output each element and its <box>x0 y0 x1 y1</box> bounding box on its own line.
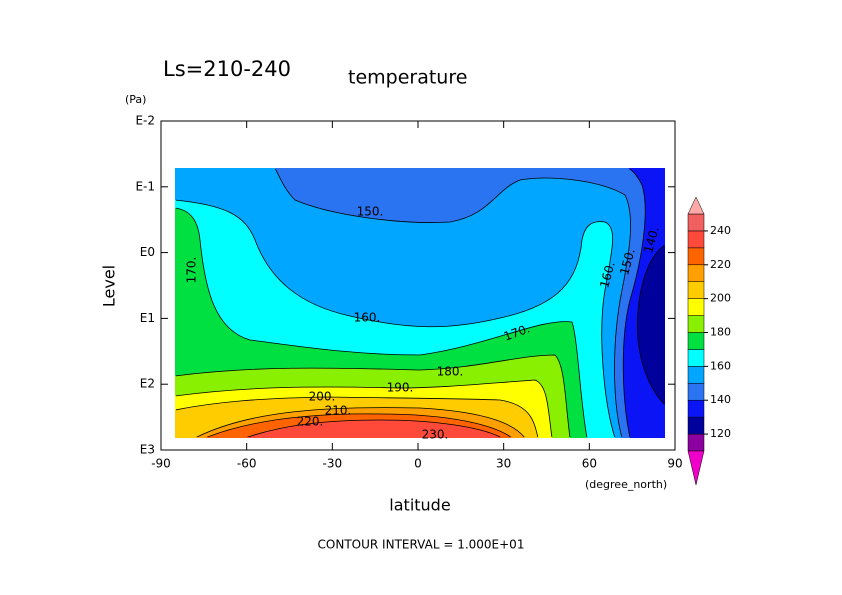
x-tick-label: 90 <box>667 457 682 471</box>
contour-fill: 150.160.170.170.180.190.200.210.220.230.… <box>175 168 665 442</box>
contour-label: 200. <box>309 390 336 404</box>
colorbar-tick-label: 200 <box>710 292 731 305</box>
x-tick-label: -30 <box>323 457 343 471</box>
colorbar-box <box>687 213 705 232</box>
y-axis-label: Level <box>100 265 119 307</box>
y-tick-label: E3 <box>140 443 155 457</box>
colorbar-tick-label: 120 <box>710 427 731 440</box>
contour-line <box>637 245 664 405</box>
y-tick-label: E1 <box>140 311 155 325</box>
colorbar-box <box>687 332 705 350</box>
colorbar-tick-label: 240 <box>710 224 731 237</box>
x-tick-label: 0 <box>414 457 422 471</box>
colorbar-box <box>687 399 705 418</box>
contour-line <box>176 396 539 437</box>
contour-line <box>246 419 501 437</box>
chart-title: Ls=210-240 <box>163 57 291 81</box>
colorbar-box <box>687 433 705 452</box>
colorbar-box <box>687 383 705 401</box>
x-tick-label: -60 <box>237 457 257 471</box>
contour-label: 140. <box>641 225 661 254</box>
x-tick-label: -90 <box>151 457 171 471</box>
contour-line <box>206 413 512 437</box>
y-units: (Pa) <box>125 93 146 106</box>
colorbar-box <box>687 298 705 316</box>
colorbar-box <box>687 416 705 435</box>
colorbar-box <box>687 349 705 367</box>
chart-subtitle: temperature <box>348 67 467 89</box>
colorbar-box <box>687 315 705 333</box>
contour-label: 220. <box>297 415 324 429</box>
colorbar-box <box>687 230 705 249</box>
y-tick-label: E-2 <box>135 114 155 128</box>
contour-label: 180. <box>437 365 464 379</box>
contour-label: 150. <box>357 205 384 219</box>
contour-label: 150. <box>617 247 637 276</box>
colorbar-box <box>687 366 705 384</box>
contour-line <box>176 207 588 437</box>
contour-label: 210. <box>325 404 352 418</box>
colorbar-under <box>687 450 705 486</box>
contour-label: 160. <box>354 311 381 325</box>
contour-line <box>176 379 553 437</box>
contour-line <box>176 199 616 437</box>
contour-label: 160. <box>597 260 617 289</box>
footer: CONTOUR INTERVAL = 1.000E+01 <box>318 538 525 552</box>
contour-line <box>275 169 631 437</box>
colorbar-box <box>687 247 705 266</box>
colorbar-tick-label: 160 <box>710 359 731 372</box>
y-tick-label: E-1 <box>135 179 155 193</box>
x-units: (degree_north) <box>585 478 667 491</box>
contour-line <box>622 169 646 437</box>
colorbar-over <box>687 196 705 215</box>
x-tick-label: 30 <box>496 457 511 471</box>
colorbar-tick-label: 140 <box>710 393 731 406</box>
y-tick-label: E0 <box>140 245 155 259</box>
contour-label: 190. <box>387 381 414 395</box>
colorbar-tick-label: 220 <box>710 258 731 271</box>
colorbar-box <box>687 281 705 299</box>
contour-line <box>196 407 525 437</box>
x-tick-label: 60 <box>582 457 597 471</box>
x-axis-label: latitude <box>389 496 450 515</box>
y-tick-label: E2 <box>140 377 155 391</box>
contour-label: 170. <box>185 257 199 284</box>
contour-band <box>175 168 665 438</box>
colorbar-box <box>687 264 705 282</box>
contour-label: 230. <box>422 428 449 442</box>
colorbar-tick-label: 180 <box>710 326 731 339</box>
contour-line <box>176 354 571 437</box>
contour-band <box>637 245 665 405</box>
